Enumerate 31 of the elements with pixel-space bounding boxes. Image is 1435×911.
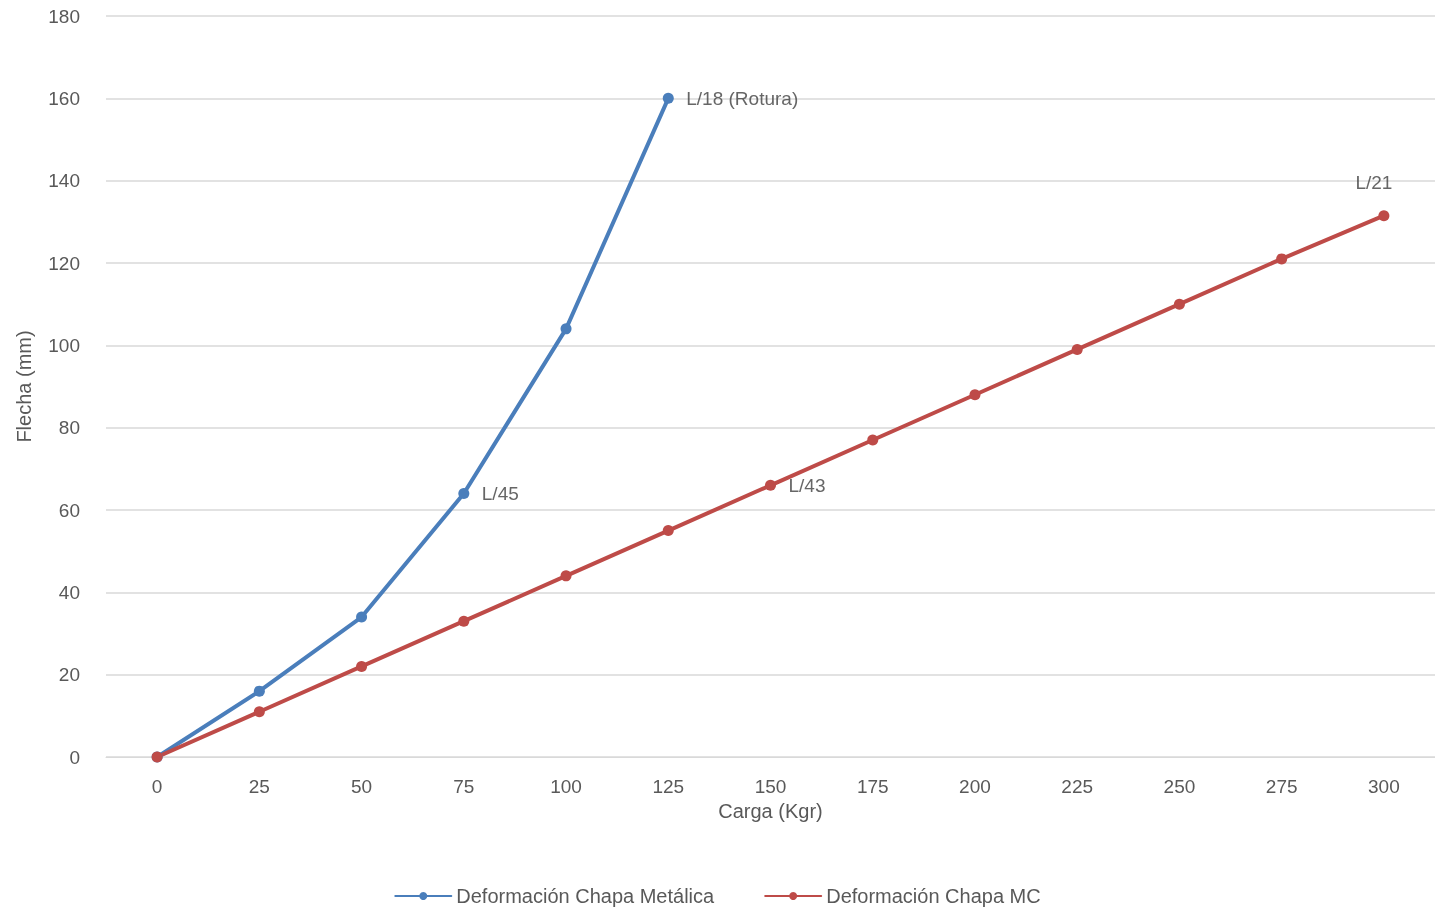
x-tick-label: 100 <box>550 776 582 797</box>
y-tick-label: 0 <box>69 746 80 768</box>
y-tick-label: 140 <box>48 170 80 192</box>
legend-label: Deformación Chapa Metálica <box>456 885 716 907</box>
x-tick-label: 125 <box>652 776 685 797</box>
x-tick-label: 50 <box>351 776 373 797</box>
annotation: L/45 <box>481 483 519 505</box>
x-tick-label: 200 <box>959 776 991 797</box>
y-axis-title: Flecha (mm) <box>13 330 35 443</box>
y-tick-label: 180 <box>48 5 80 27</box>
annotation: L/43 <box>788 474 826 496</box>
x-tick-label: 150 <box>754 776 787 797</box>
y-tick-label: 80 <box>58 417 80 439</box>
y-tick-label: 120 <box>48 252 80 274</box>
y-tick-label: 60 <box>58 499 80 521</box>
x-tick-label: 225 <box>1061 776 1094 797</box>
y-tick-label: 100 <box>48 334 80 356</box>
annotation: L/21 <box>1355 171 1393 193</box>
y-tick-label: 20 <box>58 664 80 686</box>
annotation: L/18 (Rotura) <box>686 87 799 109</box>
x-tick-label: 250 <box>1163 776 1196 797</box>
x-tick-label: 275 <box>1265 776 1298 797</box>
x-tick-label: 175 <box>856 776 889 797</box>
x-tick-label: 300 <box>1368 776 1400 797</box>
x-tick-label: 0 <box>151 776 163 797</box>
x-axis-title: Carga (Kgr) <box>718 799 823 822</box>
x-tick-label: 75 <box>453 776 475 797</box>
x-tick-label: 25 <box>248 776 270 797</box>
y-tick-label: 160 <box>48 87 80 109</box>
y-tick-label: 40 <box>58 581 80 603</box>
legend-label: Deformación Chapa MC <box>826 885 1041 907</box>
